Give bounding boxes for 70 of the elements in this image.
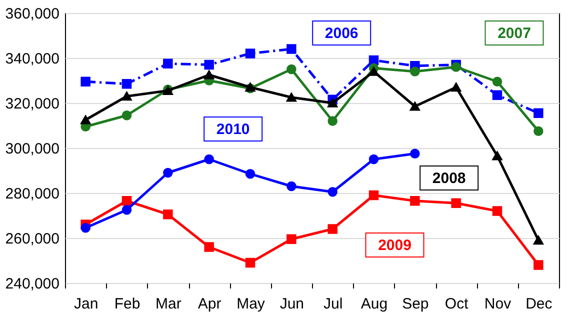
x-tick-label: Jun <box>280 296 304 312</box>
point <box>122 205 132 215</box>
point <box>286 234 296 244</box>
point <box>534 108 544 118</box>
point <box>163 58 173 68</box>
y-tick-label: 240,000 <box>5 276 60 292</box>
y-tick-label: 260,000 <box>5 230 60 248</box>
text: 2007 <box>498 25 531 42</box>
point <box>204 60 214 70</box>
x-tick-label: Jan <box>74 296 98 312</box>
point <box>204 154 214 164</box>
point <box>410 196 420 206</box>
point <box>122 92 132 101</box>
x-tick-label: Dec <box>526 296 553 312</box>
point <box>410 66 420 76</box>
y-tick-label: 280,000 <box>5 186 60 202</box>
point <box>328 224 338 234</box>
x-tick-label: Nov <box>484 296 512 312</box>
x-tick-label: May <box>236 296 266 312</box>
point <box>492 152 502 160</box>
y-tick-label: 340,000 <box>5 50 60 68</box>
point <box>163 168 173 178</box>
point <box>80 116 90 124</box>
point <box>451 62 461 72</box>
point <box>122 196 132 206</box>
y-tick-label: 320,000 <box>5 96 60 112</box>
text: 2009 <box>378 237 412 254</box>
point <box>492 206 502 216</box>
point <box>286 44 296 54</box>
point <box>451 82 461 92</box>
point <box>80 223 90 233</box>
point <box>451 198 461 208</box>
point <box>204 242 214 252</box>
point <box>163 210 173 220</box>
point <box>534 236 544 245</box>
point <box>410 102 420 111</box>
point <box>492 76 502 86</box>
x-tick-label: Sep <box>402 296 429 312</box>
point <box>328 187 338 197</box>
x-tick-label: Apr <box>198 296 222 312</box>
point <box>245 258 256 268</box>
x-tick-label: Mar <box>155 296 182 312</box>
series-label: 2008 <box>432 170 466 187</box>
point <box>328 116 338 126</box>
point <box>534 260 544 270</box>
series-label: 2006 <box>324 25 358 42</box>
y-tick-label: 300,000 <box>5 140 60 158</box>
point <box>328 98 338 108</box>
x-tick-label: Feb <box>114 296 140 312</box>
x-tick-label: Oct <box>444 296 470 312</box>
series-label: 2010 <box>216 121 250 138</box>
point <box>534 126 544 136</box>
x-tick-label: Aug <box>360 296 388 312</box>
point <box>122 110 132 120</box>
point <box>286 93 296 102</box>
point <box>368 154 379 164</box>
point <box>368 67 379 76</box>
point <box>368 55 379 66</box>
point <box>245 48 256 58</box>
point <box>122 79 132 89</box>
point <box>245 169 256 179</box>
point <box>368 190 379 200</box>
point <box>80 76 90 86</box>
x-tick-label: Jul <box>323 296 343 312</box>
point <box>286 64 296 74</box>
point <box>204 70 214 80</box>
point <box>410 148 420 158</box>
point <box>492 90 502 100</box>
y-tick-label: 360,000 <box>5 6 60 22</box>
point <box>286 181 296 192</box>
